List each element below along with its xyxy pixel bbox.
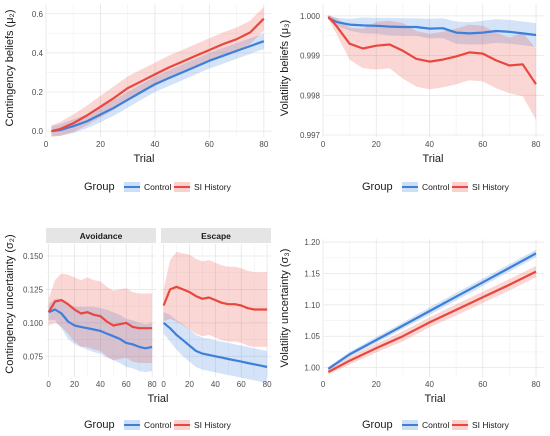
legend-label-si-history: SI History	[472, 182, 510, 192]
legend-label-control: Control	[144, 420, 172, 430]
legend-volatility-beliefs: Group Control SI History	[362, 181, 510, 193]
legend-contingency-beliefs: Group Control SI History	[84, 181, 232, 193]
y-axis-title: Volatility uncertainty (σ₃)	[279, 249, 291, 368]
legend-contingency-uncertainty: Group Control SI History	[84, 419, 232, 431]
series-line-control	[327, 252, 537, 370]
x-axis-title: Trial	[134, 153, 155, 165]
legend-label-control: Control	[422, 182, 450, 192]
x-tick-label: 80	[148, 380, 157, 389]
panel-contingency-beliefs: Contingency beliefs (μ₂) Trial 0 20 40 60 80…	[4, 4, 272, 165]
y-tick-label: 1.10	[304, 301, 320, 310]
y-tick-label: 0.100	[23, 319, 44, 328]
ribbon-control	[328, 15, 536, 47]
legend-title: Group	[84, 181, 115, 193]
x-tick-label: 40	[150, 140, 159, 149]
x-tick-label: 20	[96, 140, 105, 149]
x-tick-label: 40	[425, 140, 434, 149]
y-tick-label: 0.0	[32, 127, 44, 136]
x-tick-label: 0	[321, 380, 326, 389]
facet-label-escape: Escape	[201, 231, 231, 241]
series-line-control	[51, 40, 265, 133]
legend-title: Group	[362, 419, 393, 431]
y-tick-label: 0.997	[300, 131, 321, 140]
y-tick-label: 0.2	[32, 88, 44, 97]
ribbon-control	[163, 312, 268, 383]
legend-label-control: Control	[144, 182, 172, 192]
series-line-control	[162, 322, 268, 369]
x-tick-label: 40	[211, 380, 220, 389]
ribbon-si-history	[48, 273, 153, 363]
plot-area-c1	[46, 244, 156, 377]
y-tick-label: 0.6	[32, 10, 44, 19]
ribbon-control	[51, 33, 264, 136]
y-tick-label: 1.000	[300, 12, 321, 21]
x-tick-label: 40	[96, 380, 105, 389]
y-tick-label: 0.998	[300, 91, 321, 100]
y-tick-label: 0.4	[32, 49, 44, 58]
x-tick-label: 60	[122, 380, 131, 389]
plot-area-c2	[161, 244, 271, 383]
y-tick-label: 0.150	[23, 252, 44, 261]
x-tick-label: 60	[237, 380, 246, 389]
x-tick-label: 0	[161, 380, 166, 389]
legend-title: Group	[362, 181, 393, 193]
plot-area-b	[322, 4, 544, 137]
y-axis-title: Volatility beliefs (μ₃)	[279, 20, 291, 116]
legend-title: Group	[84, 419, 115, 431]
x-axis-title: Trial	[148, 393, 169, 405]
y-tick-label: 0.999	[300, 52, 321, 61]
x-tick-label: 20	[185, 380, 194, 389]
x-tick-label: 40	[425, 380, 434, 389]
series-line-si-history	[327, 270, 537, 373]
ribbon-control	[48, 298, 153, 373]
panel-volatility-beliefs: Volatility beliefs (μ₃) Trial 0 20 40 60 80 0…	[279, 4, 544, 165]
y-tick-label: 0.075	[23, 352, 44, 361]
plot-area-a	[45, 4, 272, 138]
facet-strip-avoidance	[46, 228, 156, 243]
x-tick-label: 0	[321, 140, 326, 149]
series-line-si-history	[51, 17, 265, 133]
plot-area-d	[322, 239, 544, 377]
x-tick-label: 60	[478, 380, 487, 389]
y-axis-title: Contingency uncertainty (σ₂)	[4, 234, 16, 373]
y-axis-title: Contingency beliefs (μ₂)	[4, 10, 16, 127]
x-tick-label: 80	[259, 140, 268, 149]
x-tick-label: 20	[372, 380, 381, 389]
facet-strip-escape	[161, 228, 271, 243]
y-tick-label: 1.20	[304, 238, 320, 247]
x-axis-title: Trial	[423, 153, 444, 165]
ribbon-si-history	[328, 14, 536, 120]
facet-label-avoidance: Avoidance	[80, 231, 123, 241]
legend-label-control: Control	[422, 420, 450, 430]
x-tick-label: 60	[205, 140, 214, 149]
series-line-control	[48, 308, 153, 350]
x-tick-label: 0	[46, 380, 51, 389]
x-tick-label: 80	[532, 380, 541, 389]
legend-label-si-history: SI History	[194, 420, 232, 430]
x-tick-label: 20	[372, 140, 381, 149]
panel-contingency-uncertainty: Contingency uncertainty (σ₂) Trial Avoid…	[4, 228, 272, 405]
legend-label-si-history: SI History	[472, 420, 510, 430]
series-line-si-history	[47, 299, 153, 330]
x-tick-label: 0	[44, 140, 49, 149]
series-line-si-history	[327, 15, 537, 85]
x-axis-title: Trial	[425, 393, 446, 405]
x-tick-label: 20	[70, 380, 79, 389]
y-tick-label: 1.15	[304, 270, 320, 279]
series-line-si-history	[162, 285, 268, 311]
legend-volatility-uncertainty: Group Control SI History	[362, 419, 510, 431]
y-tick-label: 1.00	[304, 364, 320, 373]
y-tick-label: 1.05	[304, 332, 320, 341]
series-line-control	[327, 16, 537, 37]
x-tick-label: 80	[263, 380, 272, 389]
legend-label-si-history: SI History	[194, 182, 232, 192]
y-tick-label: 0.125	[23, 285, 44, 294]
x-tick-label: 60	[478, 140, 487, 149]
x-tick-label: 80	[532, 140, 541, 149]
panel-volatility-uncertainty: Volatility uncertainty (σ₃) Trial 0 20 40 6…	[279, 238, 544, 405]
